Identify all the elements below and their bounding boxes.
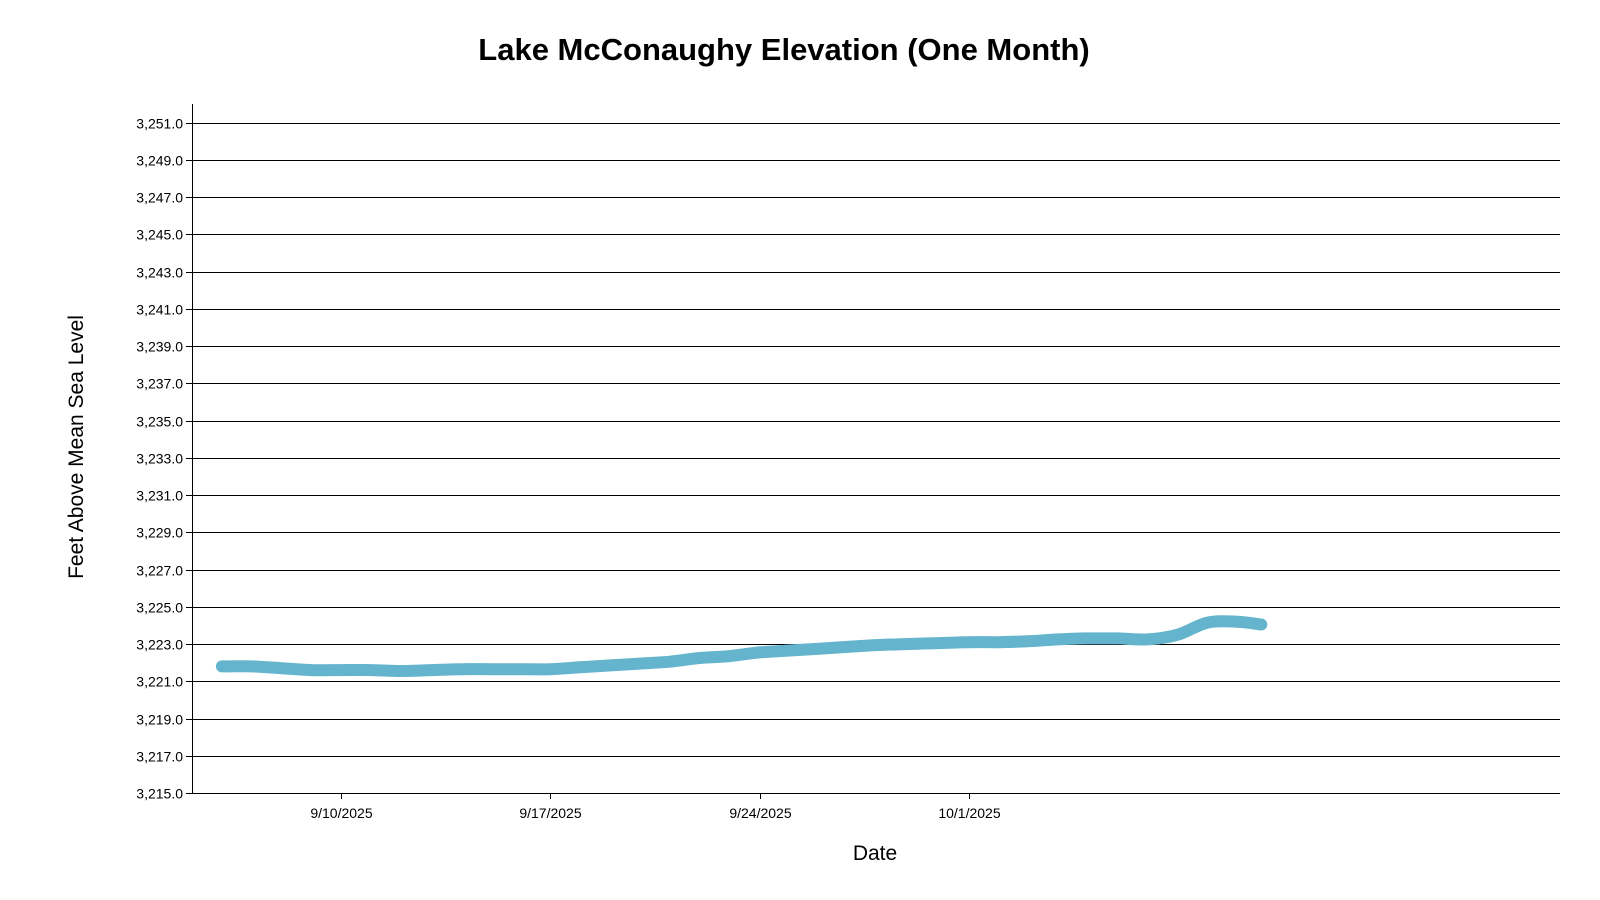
y-tick-label: 3,227.0: [136, 563, 183, 579]
x-axis-ticks: 9/10/2025 9/17/2025 9/24/2025 10/1/2025: [310, 793, 1001, 821]
y-tick-label: 3,215.0: [136, 786, 183, 802]
y-tick-label: 3,219.0: [136, 712, 183, 728]
y-tick-label: 3,225.0: [136, 600, 183, 616]
chart-title: Lake McConaughy Elevation (One Month): [478, 32, 1089, 67]
y-tick-label: 3,241.0: [136, 302, 183, 318]
x-tick-label: 9/17/2025: [519, 805, 581, 821]
y-tick-label: 3,233.0: [136, 451, 183, 467]
x-tick-label: 10/1/2025: [938, 805, 1000, 821]
series-line-elevation: [215, 615, 1268, 677]
y-axis-title: Feet Above Mean Sea Level: [65, 315, 88, 579]
x-axis-title: Date: [853, 842, 897, 865]
y-tick-label: 3,221.0: [136, 674, 183, 690]
y-tick-label: 3,239.0: [136, 339, 183, 355]
y-axis-ticks: 3,215.0 3,217.0 3,219.0 3,221.0 3,223.0 3,225…: [136, 116, 192, 802]
y-tick-label: 3,217.0: [136, 749, 183, 765]
y-tick-label: 3,249.0: [136, 153, 183, 169]
y-tick-label: 3,243.0: [136, 265, 183, 281]
y-tick-label: 3,229.0: [136, 525, 183, 541]
series-layer: [215, 615, 1268, 677]
y-tick-label: 3,223.0: [136, 637, 183, 653]
y-tick-label: 3,247.0: [136, 190, 183, 206]
y-tick-label: 3,245.0: [136, 227, 183, 243]
grid-lines: [192, 123, 1560, 757]
y-tick-label: 3,237.0: [136, 376, 183, 392]
x-tick-label: 9/10/2025: [310, 805, 372, 821]
y-tick-label: 3,235.0: [136, 414, 183, 430]
x-tick-label: 9/24/2025: [729, 805, 791, 821]
y-tick-label: 3,251.0: [136, 116, 183, 132]
y-tick-label: 3,231.0: [136, 488, 183, 504]
axes: [192, 104, 1560, 794]
